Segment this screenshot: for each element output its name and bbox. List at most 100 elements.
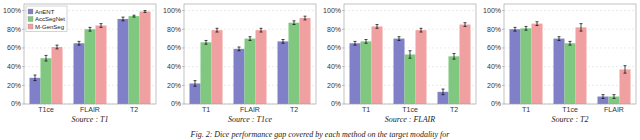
error-cap (238, 50, 241, 51)
bar (416, 30, 427, 104)
y-tick (182, 29, 184, 30)
error-line (195, 81, 196, 87)
legend-label: M-GenSeg (35, 24, 64, 30)
bar (620, 69, 631, 104)
x-tick-label: T2 (450, 106, 458, 113)
y-tick (342, 104, 344, 105)
y-tick (22, 85, 24, 86)
error-line (206, 40, 207, 44)
legend-frame (26, 6, 67, 32)
bar (201, 42, 212, 104)
bar (565, 43, 576, 104)
y-tick-label: 60% (167, 44, 181, 51)
error-bar (453, 54, 456, 60)
error-cap (260, 32, 263, 33)
error-bar (613, 95, 616, 99)
grid-line (184, 10, 316, 11)
subplot: 0%20%40%60%80%100%T1T1ceT2Source : FLAIR (323, 4, 476, 124)
error-cap (354, 45, 357, 46)
grid-line (344, 10, 476, 11)
y-tick-label: 40% (487, 63, 501, 70)
plot-frame (504, 4, 636, 104)
y-tick (342, 47, 344, 48)
error-cap (122, 20, 125, 21)
error-line (559, 37, 560, 41)
error-cap (89, 31, 92, 32)
x-tick-label: T1ce (402, 106, 418, 113)
legend-swatch (28, 9, 33, 14)
error-line (526, 26, 527, 30)
error-cap (144, 12, 147, 13)
error-cap (45, 55, 48, 56)
error-cap (282, 43, 285, 44)
error-bar (569, 41, 572, 45)
bar (52, 47, 63, 104)
bar (532, 24, 543, 104)
bar (350, 43, 361, 104)
x-tick-label: FLAIR (604, 106, 624, 113)
error-line (101, 24, 102, 28)
bars (30, 11, 151, 104)
error-cap (249, 36, 252, 37)
error-line (79, 41, 80, 45)
bar (118, 19, 129, 104)
error-bar (249, 37, 252, 41)
y-tick (502, 29, 504, 30)
x-tick-label: T1 (522, 106, 530, 113)
error-line (570, 41, 571, 45)
y-tick (342, 10, 344, 11)
bar (212, 30, 223, 104)
bar (140, 11, 151, 104)
y-tick (182, 10, 184, 11)
bar (372, 26, 383, 104)
error-cap (78, 41, 81, 42)
error-line (614, 95, 615, 99)
error-cap (293, 24, 296, 25)
error-line (355, 41, 356, 45)
subplot: 0%20%40%60%80%100%T1T1ceFLAIRSource : T2 (483, 4, 636, 124)
error-cap (536, 25, 539, 26)
error-cap (89, 27, 92, 28)
error-bar (354, 41, 357, 45)
error-line (537, 22, 538, 26)
error-cap (420, 32, 423, 33)
error-bar (100, 24, 103, 28)
x-tick-label: T2 (290, 106, 298, 113)
error-line (603, 95, 604, 99)
error-cap (536, 21, 539, 22)
bar (85, 29, 96, 104)
error-bar (580, 24, 583, 31)
y-tick-label: 60% (327, 44, 341, 51)
error-line (410, 51, 411, 58)
error-bar (365, 40, 368, 44)
error-cap (558, 36, 561, 37)
bar (234, 49, 245, 104)
error-bar (238, 47, 241, 51)
error-cap (558, 40, 561, 41)
error-bar (464, 23, 467, 27)
error-cap (365, 39, 368, 40)
bar (394, 39, 405, 104)
error-line (145, 11, 146, 13)
error-cap (216, 32, 219, 33)
error-cap (442, 94, 445, 95)
y-tick-label: 0% (171, 100, 181, 107)
bar (129, 16, 140, 104)
y-tick (22, 10, 24, 11)
legend: AnENTAccSegNetM-GenSeg (26, 6, 67, 32)
error-line (57, 45, 58, 49)
error-line (90, 27, 91, 31)
y-tick (22, 66, 24, 67)
error-bar (420, 28, 423, 32)
error-cap (525, 30, 528, 31)
x-tick-label: FLAIR (80, 106, 100, 113)
error-bar (398, 37, 401, 41)
x-axis-label: Source : T1 (71, 115, 108, 124)
y-tick-label: 20% (7, 82, 21, 89)
grid-line (344, 29, 476, 30)
y-tick-label: 100% (323, 7, 341, 14)
bar (460, 25, 471, 104)
error-cap (409, 58, 412, 59)
bar (41, 58, 52, 104)
y-tick (502, 85, 504, 86)
